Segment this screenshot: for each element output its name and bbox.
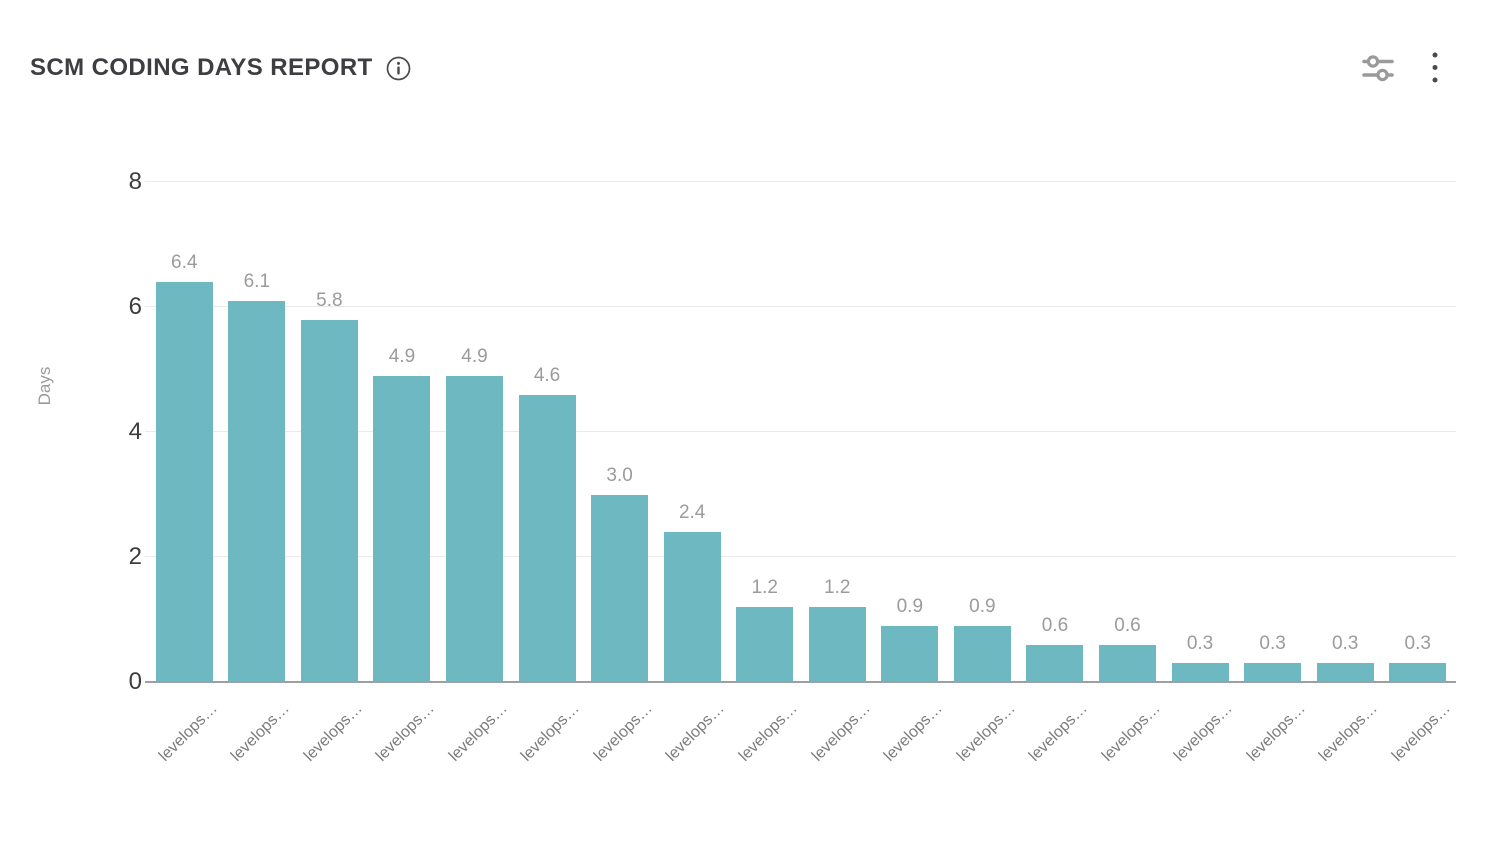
info-icon[interactable] — [386, 56, 411, 81]
chart-bar[interactable] — [1389, 663, 1447, 682]
x-axis-line — [145, 681, 1456, 683]
y-tick-label: 2 — [128, 543, 142, 570]
chart-bar[interactable] — [736, 607, 794, 682]
chart-bar[interactable] — [373, 375, 431, 682]
x-tick-label: levelops… — [1316, 700, 1382, 765]
bar-value-label: 4.6 — [533, 364, 561, 386]
x-tick-label: levelops… — [953, 700, 1019, 765]
x-tick-label: levelops… — [1171, 700, 1237, 765]
x-tick-label: levelops… — [1388, 700, 1454, 765]
chart-bar[interactable] — [1026, 644, 1084, 682]
x-tick-label: levelops… — [735, 700, 801, 765]
chart-bar[interactable] — [228, 300, 286, 682]
y-tick-label: 4 — [128, 418, 142, 445]
x-tick-label: levelops… — [808, 700, 874, 765]
bar-value-label: 0.6 — [1041, 614, 1069, 636]
chart-bar[interactable] — [591, 494, 649, 682]
chart-bar[interactable] — [300, 319, 358, 682]
x-tick-label: levelops… — [445, 700, 511, 765]
y-axis-title: Days — [35, 366, 54, 406]
bar-value-label: 0.9 — [896, 595, 924, 617]
gridline — [145, 306, 1456, 307]
bar-value-label: 0.3 — [1331, 633, 1359, 655]
bar-value-label: 2.4 — [678, 502, 706, 523]
x-tick-label: levelops… — [881, 700, 946, 765]
x-tick-label: levelops… — [590, 700, 656, 765]
bar-value-label: 1.2 — [824, 577, 851, 598]
bar-value-label: 1.2 — [751, 577, 778, 598]
y-tick-label: 8 — [128, 168, 142, 195]
bar-value-label: 6.4 — [171, 252, 198, 273]
chart-bar[interactable] — [518, 394, 576, 682]
bar-value-label: 4.9 — [388, 345, 416, 367]
chart-bar[interactable] — [663, 532, 721, 682]
x-tick-label: levelops… — [300, 700, 366, 765]
x-tick-label: levelops… — [1243, 700, 1309, 765]
page-title: SCM CODING DAYS REPORT — [30, 54, 373, 81]
bar-value-label: 6.1 — [243, 270, 271, 292]
more-options-button[interactable] — [1428, 48, 1442, 88]
filter-settings-button[interactable] — [1360, 50, 1396, 86]
x-tick-label: levelops… — [1098, 700, 1164, 765]
chart-bar[interactable] — [1316, 663, 1374, 682]
sliders-icon — [1362, 55, 1394, 82]
header-actions — [1360, 48, 1442, 88]
widget-header: SCM CODING DAYS REPORT — [30, 44, 1442, 92]
x-tick-label: levelops… — [228, 700, 293, 765]
x-tick-label: levelops… — [1026, 700, 1091, 765]
chart-bar[interactable] — [446, 375, 503, 682]
gridline — [145, 181, 1456, 182]
bar-value-label: 4.9 — [461, 345, 488, 367]
bar-value-label: 0.3 — [1186, 633, 1214, 655]
kebab-menu-icon — [1432, 52, 1438, 83]
x-tick-label: levelops… — [663, 700, 729, 765]
gridline — [145, 556, 1456, 557]
x-tick-label: levelops… — [155, 700, 221, 765]
chart-bar[interactable] — [1099, 644, 1156, 682]
y-tick-label: 6 — [128, 293, 142, 320]
gridline — [145, 431, 1456, 432]
bar-value-label: 0.3 — [1259, 633, 1286, 655]
bar-value-label: 0.9 — [969, 595, 996, 617]
bar-value-label: 5.8 — [316, 289, 343, 311]
chart-bar[interactable] — [1244, 663, 1302, 682]
chart-bar[interactable] — [1171, 663, 1229, 682]
bar-value-label: 3.0 — [606, 464, 633, 486]
chart-bar[interactable] — [808, 607, 866, 682]
y-tick-label: 0 — [128, 668, 142, 695]
chart-bar[interactable] — [881, 625, 939, 682]
bar-value-label: 0.3 — [1404, 633, 1431, 655]
chart-bar[interactable] — [155, 282, 213, 682]
bar-value-label: 0.6 — [1114, 614, 1141, 636]
chart-bar[interactable] — [953, 625, 1011, 682]
x-tick-label: levelops… — [373, 700, 438, 765]
x-tick-label: levelops… — [518, 700, 584, 765]
